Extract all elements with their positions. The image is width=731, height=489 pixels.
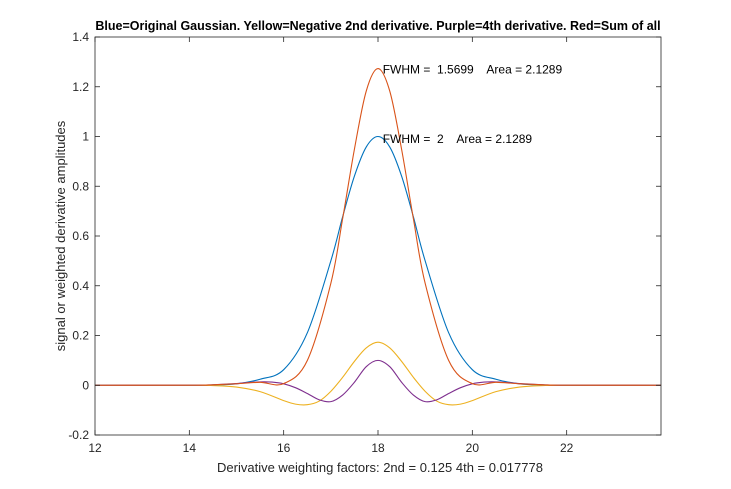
annotation-1: FWHM = 1.5699 Area = 2.1289	[383, 62, 563, 76]
series-layer	[94, 68, 662, 406]
y-tick-label-1: -0.2	[68, 428, 89, 442]
y-tick-label-8: 1.2	[72, 80, 89, 94]
x-tick-label-1: 12	[88, 441, 102, 455]
x-tick-label-2: 14	[183, 441, 197, 455]
y-tick-label-7: 1	[82, 130, 89, 144]
chart-title: Blue=Original Gaussian. Yellow=Negative …	[95, 19, 660, 33]
x-tick-label-3: 16	[277, 441, 291, 455]
y-axis-label: signal or weighted derivative amplitudes	[53, 120, 68, 351]
x-axis-label: Derivative weighting factors: 2nd = 0.12…	[217, 460, 543, 475]
y-tick-label-5: 0.6	[72, 229, 89, 243]
series-line-2	[94, 341, 662, 406]
annotations: FWHM = 1.5699 Area = 2.1289 FWHM = 2 Area…	[383, 62, 563, 146]
plot-background	[95, 37, 661, 435]
x-tick-label-5: 20	[466, 441, 480, 455]
y-axis: -0.2 0 0.2 0.4 0.6 0.8 1 1.2 1.4	[68, 30, 661, 442]
y-tick-label-2: 0	[82, 378, 89, 392]
plot-area	[94, 36, 662, 436]
x-tick-label-6: 22	[560, 441, 574, 455]
x-axis: 12 14 16 18 20 22	[88, 37, 574, 455]
y-tick-label-9: 1.4	[72, 30, 89, 44]
annotation-2: FWHM = 2 Area = 2.1289	[383, 132, 533, 146]
x-tick-label-4: 18	[371, 441, 385, 455]
y-tick-label-4: 0.4	[72, 279, 89, 293]
series-line-4	[94, 68, 662, 386]
y-tick-label-6: 0.8	[72, 179, 89, 193]
y-tick-label-3: 0.2	[72, 329, 89, 343]
